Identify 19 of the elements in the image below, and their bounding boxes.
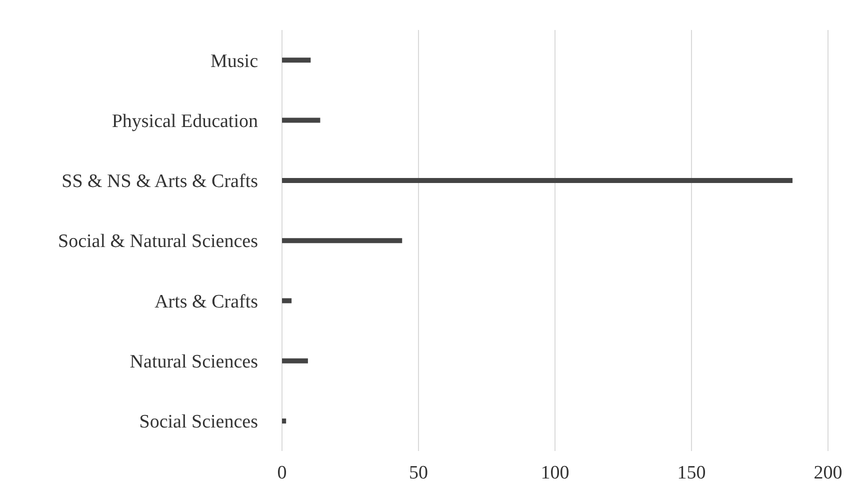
bar <box>282 178 793 183</box>
y-tick-label: SS & NS & Arts & Crafts <box>62 171 258 192</box>
x-tick-label: 150 <box>677 462 706 484</box>
y-tick-label: Physical Education <box>112 110 258 132</box>
x-tick-label: 50 <box>409 462 428 484</box>
y-tick-label: Social Sciences <box>139 412 258 433</box>
x-tick-label: 200 <box>814 462 842 484</box>
y-tick-label: Natural Sciences <box>130 352 258 373</box>
bar <box>282 358 308 364</box>
bar <box>282 238 402 244</box>
y-tick-label: Music <box>210 50 258 72</box>
x-tick-label: 100 <box>540 462 570 484</box>
bar <box>282 118 320 123</box>
y-tick-label: Social & Natural Sciences <box>58 231 258 252</box>
x-tick-label: 0 <box>277 462 287 484</box>
y-tick-label: Arts & Crafts <box>154 291 258 312</box>
bar <box>282 58 311 63</box>
bar <box>282 298 292 304</box>
bar <box>282 418 286 424</box>
